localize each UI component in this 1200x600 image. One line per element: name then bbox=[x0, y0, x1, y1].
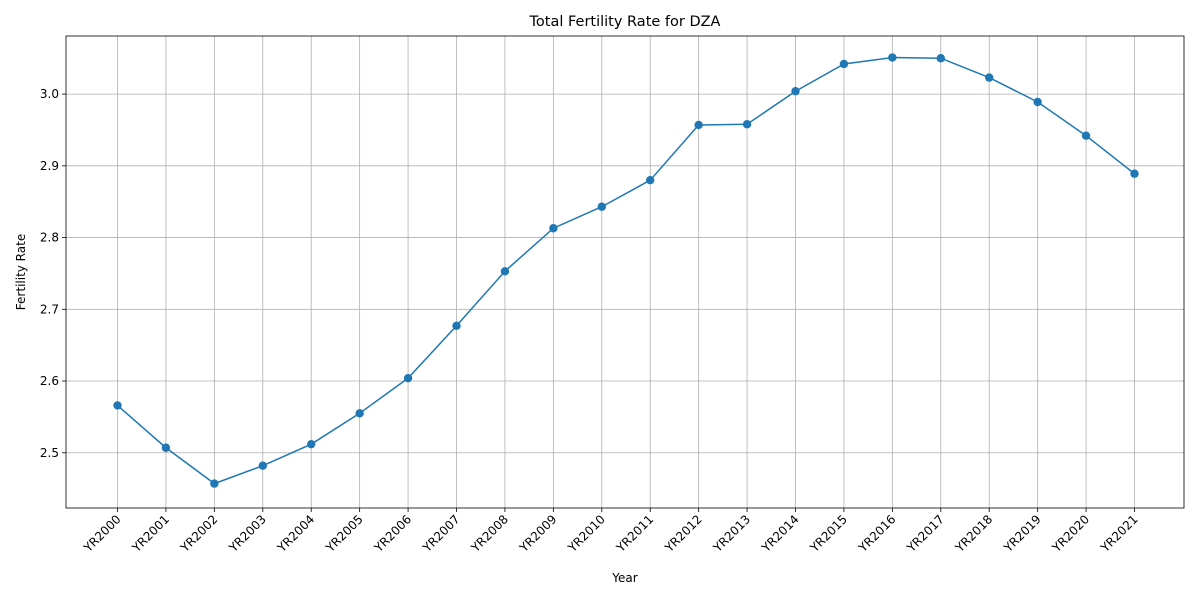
x-tick-label: YR2017 bbox=[904, 512, 947, 555]
x-tick-label: YR2003 bbox=[226, 512, 269, 555]
grid-layer bbox=[66, 36, 1184, 508]
data-point bbox=[307, 439, 316, 449]
data-point bbox=[355, 409, 364, 418]
x-tick-label: YR2009 bbox=[516, 512, 559, 555]
data-point bbox=[646, 175, 655, 185]
x-tick-label: YR2001 bbox=[129, 512, 172, 555]
data-point bbox=[113, 401, 122, 410]
data-point bbox=[1033, 97, 1042, 107]
ticks-layer: YR2000 YR2001 YR2002 YR2003 YR2004 YR2005 YR20… bbox=[40, 87, 1141, 555]
data-point bbox=[791, 87, 800, 96]
x-tick-label: YR2005 bbox=[322, 512, 365, 555]
x-tick-label: YR2004 bbox=[274, 512, 317, 555]
data-point bbox=[500, 267, 510, 276]
x-tick-label: YR2007 bbox=[419, 512, 462, 555]
x-tick-label: YR2021 bbox=[1097, 512, 1140, 555]
series-line bbox=[117, 56, 1135, 485]
data-point bbox=[1081, 131, 1091, 140]
data-point bbox=[549, 224, 558, 233]
x-tick-label: YR2020 bbox=[1049, 512, 1092, 555]
y-tick-label: 3.0 bbox=[40, 87, 59, 101]
x-tick-label: YR2008 bbox=[468, 512, 511, 555]
x-axis-label: Year bbox=[611, 571, 637, 585]
x-tick-label: YR2014 bbox=[758, 512, 801, 555]
y-tick-label: 2.5 bbox=[40, 446, 59, 460]
data-point bbox=[888, 53, 897, 62]
y-tick-label: 2.9 bbox=[40, 159, 59, 173]
x-tick-label: YR2018 bbox=[952, 512, 995, 555]
x-tick-label: YR2015 bbox=[807, 512, 850, 555]
x-tick-label: YR2012 bbox=[661, 512, 704, 555]
chart-title: Total Fertility Rate for DZA bbox=[529, 14, 721, 30]
y-tick-label: 2.8 bbox=[40, 231, 59, 245]
y-tick-label: 2.7 bbox=[40, 302, 59, 316]
x-tick-label: YR2011 bbox=[613, 512, 656, 555]
plot-frame bbox=[65, 35, 1185, 509]
data-point bbox=[210, 479, 219, 488]
x-tick-label: YR2002 bbox=[177, 512, 220, 555]
data-point bbox=[694, 120, 703, 130]
x-tick-label: YR2016 bbox=[855, 512, 898, 555]
x-tick-label: YR2013 bbox=[710, 512, 753, 555]
data-point bbox=[597, 202, 606, 211]
data-point bbox=[839, 59, 849, 69]
x-tick-label: YR2019 bbox=[1000, 512, 1043, 555]
y-tick-label: 2.6 bbox=[40, 374, 59, 388]
x-tick-label: YR2006 bbox=[371, 512, 414, 555]
data-point bbox=[742, 120, 752, 129]
data-point bbox=[403, 373, 413, 383]
data-point bbox=[1130, 169, 1139, 178]
data-point bbox=[936, 54, 945, 63]
y-axis-label: Fertility Rate bbox=[14, 234, 28, 310]
data-point bbox=[985, 73, 994, 82]
data-point bbox=[161, 443, 171, 452]
data-point bbox=[258, 461, 267, 470]
x-tick-label: YR2000 bbox=[80, 512, 123, 555]
series-layer bbox=[113, 53, 1139, 488]
x-tick-label: YR2010 bbox=[565, 512, 608, 555]
data-point bbox=[452, 321, 461, 330]
